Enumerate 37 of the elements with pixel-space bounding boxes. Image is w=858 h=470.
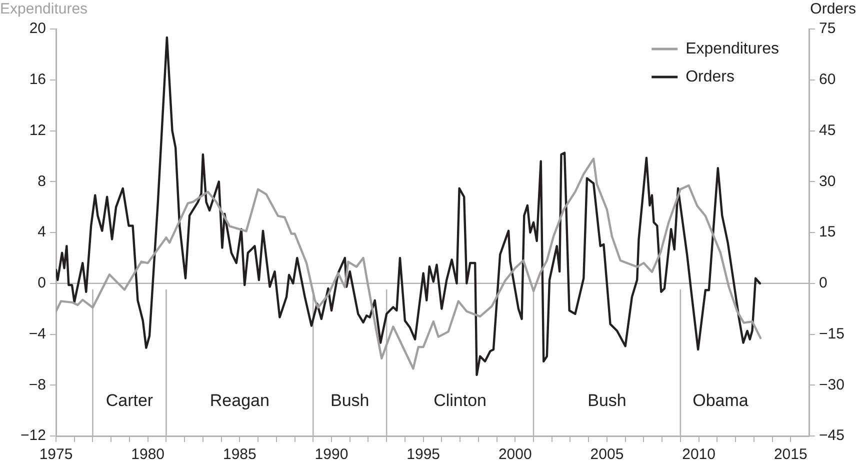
- y-tick-label: −12: [20, 427, 46, 444]
- y-tick-label: 12: [29, 122, 46, 139]
- y2-tick-label: −45: [819, 427, 844, 444]
- y2-axis-title: Orders: [810, 0, 856, 18]
- legend-label: Expenditures: [686, 40, 779, 58]
- y2-tick-label: −30: [819, 376, 844, 394]
- x-tick-label: 2015: [774, 446, 808, 464]
- annotation: Clinton: [434, 391, 487, 410]
- x-tick-label: 1975: [39, 446, 73, 464]
- x-tick-label: 2005: [590, 446, 624, 464]
- annotation: Obama: [692, 391, 749, 410]
- y-axis-title: Expenditures: [0, 0, 88, 18]
- y-tick-label: 8: [38, 172, 46, 190]
- y2-tick-label: 30: [819, 172, 836, 190]
- y2-tick-label: −15: [819, 325, 844, 342]
- y2-tick-label: 75: [819, 20, 836, 38]
- legend-label: Orders: [686, 68, 735, 86]
- y2-tick-label: 15: [819, 224, 836, 241]
- y-tick-label: −4: [28, 325, 46, 342]
- y2-tick-label: 0: [819, 274, 828, 292]
- annotation: Reagan: [210, 391, 270, 410]
- x-tick-label: 1985: [222, 446, 256, 464]
- y-tick-label: −8: [28, 376, 46, 394]
- annotation: Bush: [330, 391, 370, 410]
- annotation: Carter: [106, 391, 154, 410]
- y-tick-label: 20: [29, 20, 46, 38]
- x-tick-label: 2010: [682, 446, 716, 464]
- y-tick-label: 16: [29, 71, 46, 88]
- y2-tick-label: 60: [819, 71, 836, 88]
- x-tick-label: 1980: [131, 446, 165, 464]
- x-tick-label: 1990: [314, 446, 348, 464]
- x-tick-label: 2000: [498, 446, 532, 464]
- y-tick-label: 4: [38, 224, 46, 241]
- y-tick-label: 0: [38, 274, 46, 292]
- annotation: Bush: [588, 391, 626, 410]
- y2-tick-label: 45: [819, 122, 836, 139]
- x-tick-label: 1995: [406, 446, 440, 464]
